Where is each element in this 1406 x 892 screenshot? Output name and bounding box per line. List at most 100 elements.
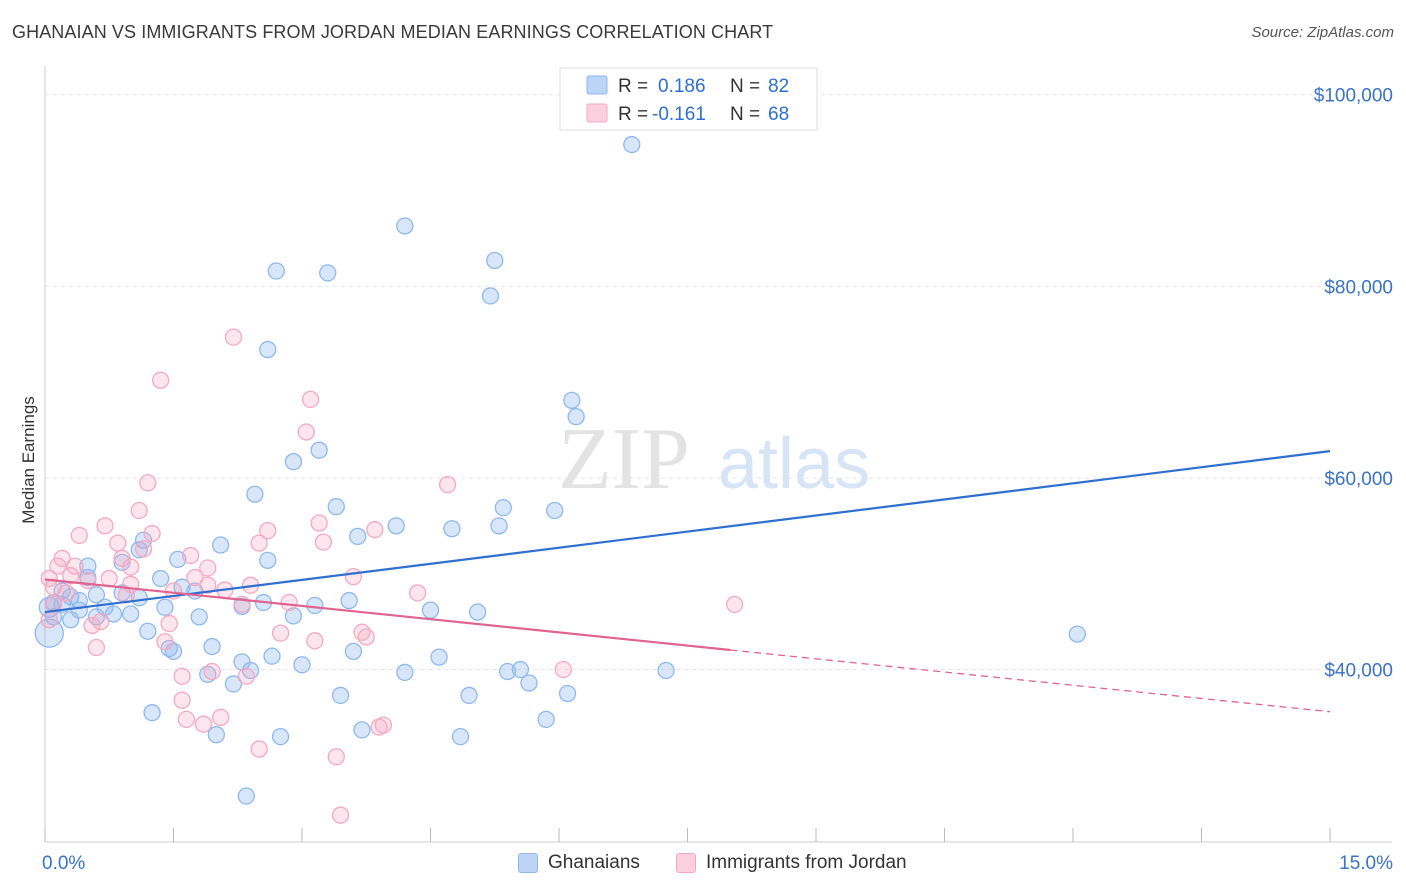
ghanaian-point-71	[490, 517, 508, 535]
ghanaian-point-33	[203, 637, 221, 656]
legend-item-jordan: Immigrants from Jordan	[676, 852, 907, 874]
jordan-point-14	[96, 517, 114, 535]
jordan-point-61	[374, 716, 393, 734]
ghanaian-point-61	[396, 217, 414, 235]
jordan-point-54	[327, 748, 345, 766]
jordan-point-50	[301, 390, 320, 409]
jordan-point-26	[156, 633, 174, 651]
jordan-point-36	[199, 576, 217, 594]
ghanaian-point-17	[113, 553, 131, 571]
jordan-point-45	[250, 534, 268, 552]
jordan-point-59	[366, 521, 384, 539]
y-tick-label-3: $100,000	[1314, 86, 1393, 107]
legend-swatch-pink	[586, 103, 608, 123]
chart-source: Source: ZipAtlas.com	[1251, 24, 1394, 41]
jordan-point-51	[306, 632, 324, 650]
jordan-point-65	[725, 595, 744, 614]
jordan-point-55	[331, 806, 350, 824]
jordan-point-0	[40, 569, 58, 588]
ghanaian-point-70	[481, 287, 500, 305]
legend-n-value-1: 82	[768, 76, 789, 97]
jordan-point-44	[250, 740, 268, 758]
ghanaian-point-34	[207, 726, 225, 744]
ghanaian-point-24	[151, 569, 170, 588]
ghanaian-point-73	[498, 662, 517, 681]
ghanaian-point-46	[267, 262, 285, 280]
legend-n-label-1: N =	[730, 76, 760, 97]
chart-title: GHANAIAN VS IMMIGRANTS FROM JORDAN MEDIA…	[12, 22, 774, 42]
ghanaian-point-44	[263, 647, 281, 665]
watermark: ZIP atlas	[558, 411, 870, 508]
y-tick-label-1: $60,000	[1324, 469, 1393, 490]
ghanaian-point-31	[190, 608, 208, 626]
jordan-point-58	[357, 628, 375, 646]
jordan-point-20	[122, 558, 140, 576]
jordan-point-62	[408, 584, 427, 602]
ghanaian-point-1	[34, 618, 64, 648]
trend-line-solid-1	[44, 578, 731, 652]
x-tick-labels: 0.0% 15.0%	[42, 853, 1393, 874]
ghanaian-point-51	[306, 596, 324, 615]
ghanaian-point-79	[563, 391, 581, 410]
jordan-point-49	[297, 423, 315, 441]
ghanaian-point-50	[293, 656, 311, 674]
ghanaian-point-49	[284, 453, 303, 471]
ghanaian-point-69	[486, 251, 504, 270]
jordan-point-47	[271, 624, 290, 642]
jordan-point-2	[44, 595, 63, 614]
jordan-point-7	[62, 567, 80, 585]
ghanaian-point-22	[139, 622, 157, 640]
ghanaian-point-59	[353, 721, 371, 739]
jordan-point-24	[143, 524, 161, 543]
ghanaian-point-52	[310, 441, 328, 459]
ghanaian-point-12	[87, 586, 106, 604]
legend-r-value-2: -0.161	[652, 104, 706, 125]
ghanaian-point-74	[511, 660, 530, 679]
ghanaian-point-28	[169, 550, 187, 569]
legend-swatch-jordan	[676, 853, 696, 873]
ghanaian-point-57	[344, 642, 363, 661]
y-axis-label: Median Earnings	[19, 396, 38, 524]
ghanaian-point-48	[284, 607, 303, 625]
ghanaian-point-41	[246, 485, 264, 503]
legend-n-label-2: N =	[730, 104, 760, 125]
ghanaian-point-82	[657, 661, 675, 680]
jordan-point-25	[151, 371, 170, 389]
legend-r-value-1: 0.186	[658, 76, 706, 97]
trend-line-dashed-1	[730, 649, 1331, 713]
jordan-point-10	[79, 571, 97, 590]
y-tick-labels: $40,000 $60,000 $80,000 $100,000	[1314, 86, 1393, 682]
y-tick-label-2: $80,000	[1324, 277, 1393, 298]
series-jordan-points	[40, 328, 744, 824]
ghanaian-point-77	[546, 501, 564, 520]
jordan-point-46	[259, 521, 277, 540]
jordan-point-6	[57, 584, 76, 602]
legend-swatch-ghanaians	[518, 853, 538, 873]
jordan-point-33	[186, 568, 204, 587]
ghanaian-point-18	[122, 605, 140, 623]
ghanaian-point-23	[143, 704, 161, 722]
ghanaian-point-62	[396, 663, 414, 682]
ghanaian-point-65	[443, 520, 461, 538]
jordan-point-48	[280, 593, 298, 612]
jordan-point-29	[173, 667, 191, 685]
jordan-point-30	[173, 691, 191, 709]
ghanaian-point-27	[164, 642, 183, 661]
jordan-point-8	[66, 557, 84, 575]
jordan-point-9	[70, 526, 88, 545]
legend-stats: R = 0.186 N = 82 R = -0.161 N = 68	[559, 67, 818, 131]
jordan-point-34	[194, 715, 213, 733]
jordan-point-38	[211, 708, 230, 727]
ghanaian-point-55	[331, 686, 350, 705]
ghanaian-point-25	[156, 598, 174, 616]
ghanaian-point-56	[340, 591, 358, 610]
jordan-point-63	[438, 476, 457, 494]
x-tick-label-1: 15.0%	[1339, 853, 1393, 874]
jordan-point-37	[203, 662, 221, 681]
y-tick-label-0: $40,000	[1324, 661, 1393, 682]
ghanaian-point-47	[271, 727, 290, 746]
jordan-point-12	[87, 638, 106, 657]
jordan-point-5	[53, 549, 71, 568]
ghanaian-point-7	[62, 611, 80, 629]
